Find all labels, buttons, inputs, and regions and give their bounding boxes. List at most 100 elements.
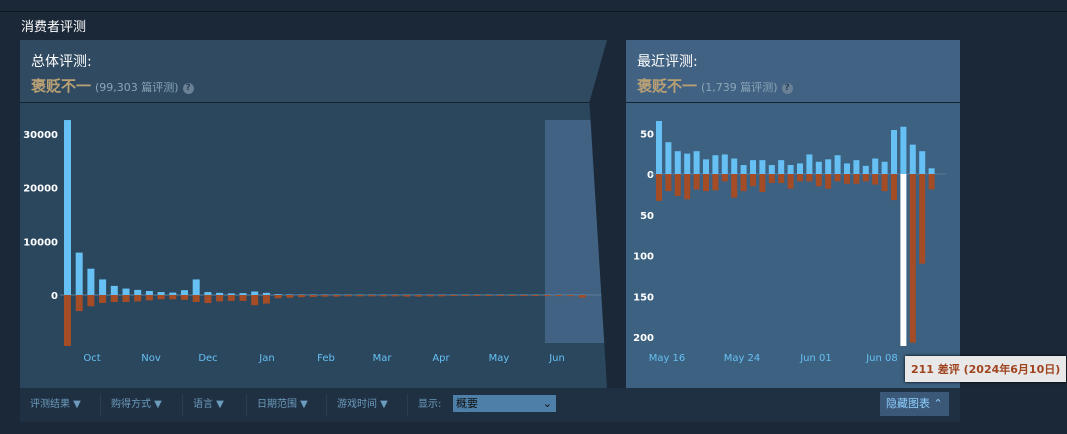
- positive-bar: [75, 252, 83, 295]
- negative-bar: [274, 295, 282, 299]
- positive-bar: [721, 154, 728, 174]
- display-select[interactable]: 概要 ⌄: [453, 395, 556, 412]
- x-tick-label: Feb: [317, 353, 335, 364]
- negative-bar: [532, 295, 539, 297]
- positive-bar: [768, 165, 775, 174]
- positive-bar: [110, 285, 118, 295]
- recent-chart[interactable]: 50 0 50 100 150 200 May 16 May 24 Jun 01 Jun 08: [626, 103, 960, 388]
- positive-bar: [227, 293, 235, 295]
- negative-bar: [656, 174, 662, 201]
- x-tick-label: Jun 08: [865, 353, 898, 364]
- negative-bar: [309, 295, 317, 297]
- negative-bar: [872, 174, 879, 185]
- negative-bar: [806, 174, 813, 182]
- negative-bar: [567, 295, 575, 297]
- highlight-range: [545, 120, 607, 343]
- positive-bar: [750, 160, 756, 174]
- negative-bar: [881, 174, 888, 192]
- positive-bar: [797, 163, 803, 174]
- negative-bar: [909, 174, 916, 343]
- positive-bar: [778, 160, 785, 174]
- positive-bar: [181, 290, 188, 295]
- negative-bar: [426, 295, 434, 297]
- positive-bar: [891, 129, 897, 174]
- negative-bar: [750, 174, 756, 187]
- filter-date-range[interactable]: 日期范围 ▼: [246, 394, 308, 416]
- recent-summary: 褒贬不一: [637, 77, 698, 95]
- negative-bar: [461, 295, 469, 297]
- negative-bar: [438, 295, 446, 297]
- overall-chart[interactable]: 30000 20000 10000 0 Oct Nov Dec Jan Feb Mar Apr May…: [20, 103, 607, 388]
- display-label: 显示:: [407, 394, 441, 416]
- negative-bar: [473, 295, 481, 297]
- overall-summary: 褒贬不一: [31, 77, 92, 95]
- positive-bar: [759, 160, 766, 174]
- positive-bar: [928, 168, 935, 174]
- negative-bar: [508, 295, 516, 297]
- positive-bar: [204, 292, 212, 295]
- help-icon[interactable]: ?: [182, 83, 194, 94]
- positive-bar: [919, 151, 926, 174]
- recent-label: 最近评测:: [637, 54, 698, 70]
- y-tick-label: 150: [633, 292, 654, 303]
- hide-chart-button[interactable]: 隐藏图表 ⌃: [880, 392, 949, 416]
- x-tick-label: May 24: [724, 353, 761, 364]
- negative-bar: [693, 174, 700, 190]
- overall-reviews-panel[interactable]: 总体评测: 褒贬不一 (99,303 篇评测)? 30000 20000 10000 0…: [20, 40, 607, 388]
- y-tick-label: 100: [633, 252, 654, 263]
- positive-bar: [900, 126, 907, 174]
- recent-reviews-panel[interactable]: 最近评测: 褒贬不一 (1,739 篇评测)? 50 0 50 100 150 200 May…: [626, 40, 960, 388]
- negative-bar: [391, 295, 399, 297]
- negative-bar: [674, 174, 681, 197]
- negative-bar: [496, 295, 504, 297]
- positive-bar: [815, 161, 822, 174]
- positive-bar: [665, 142, 672, 174]
- negative-bar: [192, 295, 200, 302]
- positive-bar: [216, 292, 224, 295]
- filter-language[interactable]: 语言 ▼: [182, 394, 224, 416]
- positive-bar: [286, 294, 294, 296]
- negative-bar: [555, 295, 563, 297]
- x-tick-label: Mar: [373, 353, 393, 364]
- y-tick-label: 10000: [23, 237, 58, 248]
- negative-bar: [787, 174, 794, 189]
- negative-bar: [485, 295, 493, 297]
- x-tick-label: Jan: [258, 353, 274, 364]
- x-tick-label: Dec: [198, 353, 217, 364]
- negative-bar: [157, 295, 165, 300]
- negative-bar: [239, 295, 247, 301]
- negative-bar: [99, 295, 107, 304]
- negative-bar: [520, 295, 528, 297]
- positive-bar: [844, 163, 850, 174]
- help-icon[interactable]: ?: [781, 83, 793, 94]
- negative-bar: [721, 174, 728, 182]
- filter-playtime[interactable]: 游戏时间 ▼: [326, 394, 388, 416]
- x-tick-label: Jun: [548, 353, 565, 364]
- positive-bar: [169, 292, 177, 295]
- negative-bar: [450, 295, 458, 297]
- negative-bar: [251, 295, 259, 306]
- chevron-down-icon: ⌄: [542, 397, 552, 410]
- y-tick-label: 50: [640, 211, 654, 222]
- y-tick-label: 0: [647, 170, 654, 181]
- negative-bar: [298, 295, 305, 298]
- tooltip: 211 差评 (2024年6月10日): [905, 356, 1067, 382]
- positive-bar: [251, 291, 259, 295]
- y-tick-label: 50: [640, 129, 654, 140]
- overall-label: 总体评测:: [31, 54, 92, 70]
- positive-bar: [693, 151, 700, 174]
- filter-review-type[interactable]: 评测结果 ▼: [30, 399, 81, 410]
- positive-bar: [239, 293, 247, 295]
- negative-bar: [844, 174, 850, 184]
- filter-purchase-type[interactable]: 购得方式 ▼: [100, 394, 162, 416]
- negative-bar: [379, 295, 387, 297]
- negative-bar: [75, 295, 83, 312]
- negative-bar: [134, 295, 142, 302]
- overall-header: 总体评测: 褒贬不一 (99,303 篇评测)?: [20, 40, 607, 103]
- positive-bar: [192, 279, 200, 295]
- negative-bar: [768, 174, 775, 183]
- positive-bar: [684, 153, 691, 174]
- negative-bar: [815, 174, 822, 187]
- negative-bar: [110, 295, 118, 302]
- negative-bar: [403, 295, 411, 297]
